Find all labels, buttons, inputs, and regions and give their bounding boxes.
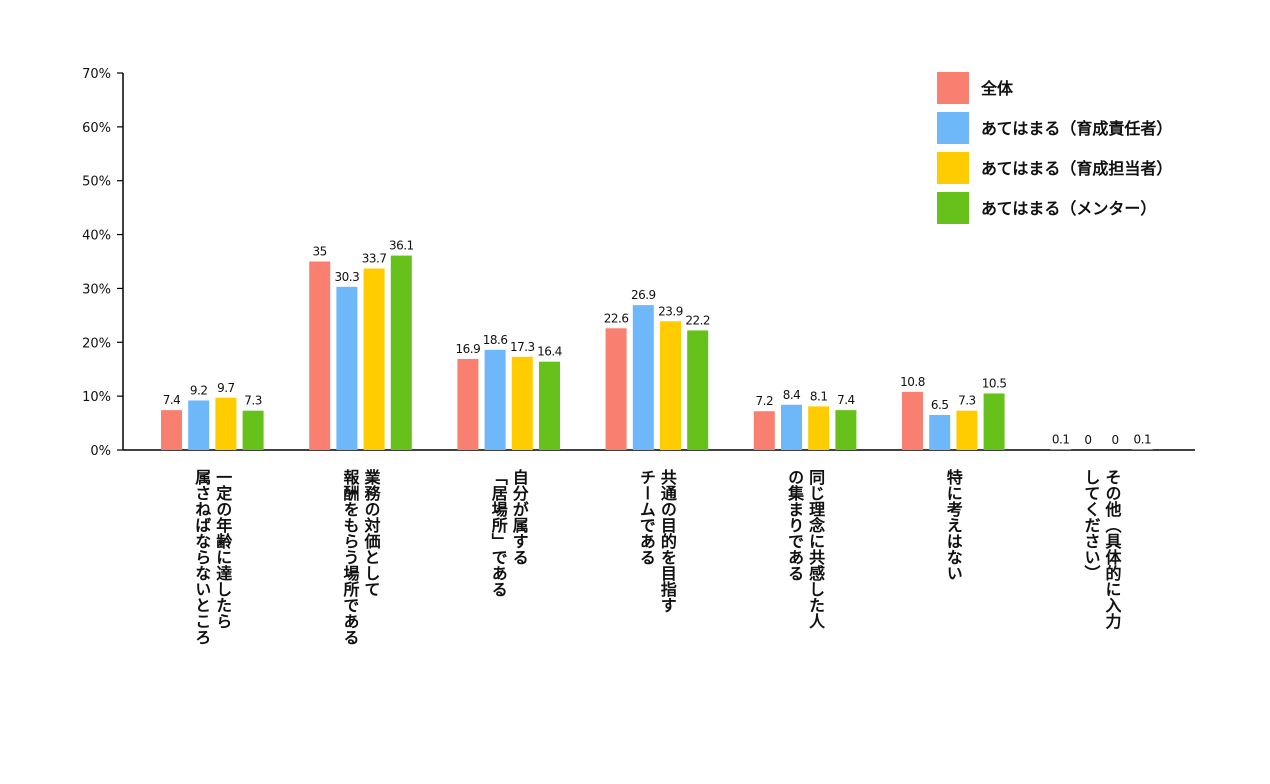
legend-swatch [937,72,969,104]
data-label: 33.7 [362,252,387,266]
bar [929,414,951,450]
bar [188,400,210,450]
category-label: 報酬をもらう場所である [341,469,360,645]
bar [390,255,412,450]
data-label: 6.5 [931,398,949,412]
bar [956,410,978,450]
bar [1050,449,1072,450]
bar [161,410,182,450]
data-label: 0.1 [1052,432,1070,446]
y-tick-label: 0% [90,444,111,459]
category-label: してください） [1082,469,1101,581]
data-label: 0 [1084,433,1091,447]
legend-label: あてはまる（育成責任者） [981,119,1172,138]
y-tick-label: 20% [82,336,111,351]
data-label: 9.2 [190,383,208,397]
legend-swatch [937,112,969,144]
bar [242,410,264,450]
bar [605,328,627,450]
bar [484,349,506,450]
data-label: 23.9 [658,304,683,318]
bar [632,305,654,450]
legend-swatch [937,152,969,184]
bar [983,393,1005,450]
category-label: その他（具体的に入力 [1103,469,1123,630]
data-label: 30.3 [335,270,360,284]
data-label: 7.3 [958,394,976,408]
bar [1131,449,1153,450]
data-label: 17.3 [510,340,535,354]
data-label: 7.4 [163,393,181,407]
y-tick-label: 10% [82,390,111,405]
data-label: 35 [313,245,327,259]
category-label: 同じ理念に共感した人 [806,469,826,629]
bar [215,397,237,450]
category-label: の集まりである [785,469,805,581]
category-label: 業務の対価として [362,468,382,597]
data-label: 7.4 [837,393,855,407]
bar [660,321,681,450]
bar [687,330,709,450]
category-label: 自分が属する [510,468,529,565]
category-label: 一定の年齢に達したら [213,469,233,629]
data-label: 18.6 [483,333,508,347]
bar [511,356,533,450]
y-tick-label: 40% [82,229,111,244]
data-label: 10.5 [982,376,1007,390]
bar [902,391,923,450]
bar [336,286,358,450]
data-label: 8.1 [810,389,828,403]
category-label: 「居場所」である [489,469,508,597]
data-label: 0 [1112,433,1119,447]
legend-swatch [937,192,969,224]
data-label: 10.8 [900,375,925,389]
legend-label: あてはまる（メンター） [981,199,1156,218]
bar [835,410,857,450]
legend-label: 全体 [980,79,1014,98]
y-tick-label: 50% [82,175,111,190]
data-label: 8.4 [783,388,801,402]
data-label: 7.3 [244,394,262,408]
legend-label: あてはまる（育成担当者） [981,159,1172,178]
data-label: 0.1 [1134,432,1152,446]
y-tick-label: 70% [82,67,111,82]
bar [363,268,385,450]
data-label: 9.7 [217,381,235,395]
y-tick-label: 30% [82,282,111,297]
bar [309,261,331,450]
bar [539,361,560,450]
data-label: 7.2 [756,394,774,408]
bar [753,411,775,450]
category-label: 共通の目的を目指す [658,469,677,613]
data-label: 36.1 [389,239,414,253]
category-label: 属さねばならないところ [192,469,211,645]
bar [808,406,830,450]
category-label: チームである [637,469,656,565]
data-label: 16.9 [456,342,481,356]
bar [781,404,802,450]
data-label: 16.4 [537,345,562,359]
bar [457,358,479,450]
data-label: 22.2 [685,313,710,327]
data-label: 22.6 [604,311,629,325]
data-label: 26.9 [631,288,656,302]
category-label: 特に考えはない [944,468,963,581]
y-tick-label: 60% [82,121,111,136]
